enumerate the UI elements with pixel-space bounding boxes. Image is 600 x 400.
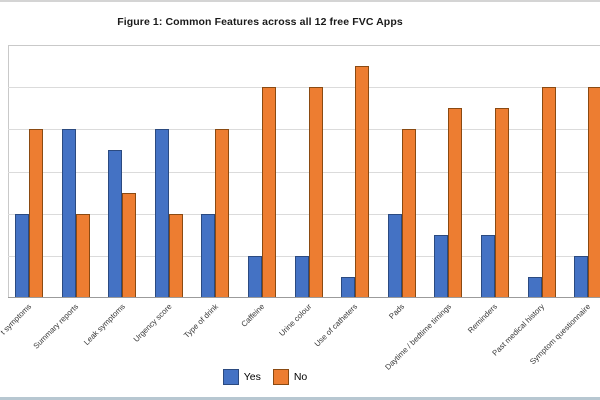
x-axis-label-text: Use of catheters — [313, 302, 360, 349]
x-axis-label-text: t symptoms — [0, 302, 34, 337]
bar-no-reminders — [495, 108, 509, 298]
x-axis-label-text: Pads — [387, 302, 407, 321]
bar-yes-use-of-catheters — [341, 276, 356, 298]
bar-yes-symptom-questionnaire — [574, 255, 589, 298]
gridline-10 — [8, 87, 600, 89]
legend-no-swatch — [272, 369, 289, 385]
bar-no-t-symptoms — [29, 129, 43, 298]
bar-no-daytime-bedtime-timings — [448, 108, 463, 298]
bar-yes-pads — [387, 213, 402, 298]
x-axis-line — [8, 297, 600, 298]
x-axis-label-text: Caffeine — [239, 302, 267, 329]
x-axis-label-text: Summary reports — [31, 302, 80, 351]
x-axis-label-text: Urgency score — [131, 302, 174, 344]
legend-yes-label: Yes — [243, 371, 261, 383]
gridline-4 — [8, 213, 600, 215]
bar-no-type-of-drink — [215, 129, 230, 298]
bar-no-past-medical-history — [541, 87, 556, 298]
legend-item-yes: Yes — [222, 369, 261, 385]
bar-no-urine-colour — [308, 87, 323, 298]
legend-item-no: No — [272, 369, 308, 385]
bar-no-use-of-catheters — [355, 66, 370, 298]
bar-yes-urgency-score — [154, 129, 169, 298]
top-edge-band — [0, 0, 600, 2]
bar-yes-urine-colour — [294, 255, 309, 298]
x-axis-label-text: Leak symptoms — [81, 302, 127, 347]
bar-no-summary-reports — [75, 213, 90, 298]
bar-yes-t-symptoms — [15, 213, 29, 298]
plot-area — [8, 45, 600, 298]
chart-title: Figure 1: Common Features across all 12 … — [117, 16, 403, 28]
x-axis-label-text: Reminders — [466, 302, 500, 336]
bar-no-caffeine — [262, 87, 276, 298]
bar-yes-summary-reports — [61, 129, 76, 298]
gridline-6 — [8, 171, 600, 173]
legend-yes-swatch — [222, 369, 239, 385]
legend-no-label: No — [293, 371, 308, 383]
bar-yes-caffeine — [248, 255, 262, 298]
bar-yes-past-medical-history — [527, 276, 542, 298]
bottom-edge-band — [0, 397, 600, 400]
x-axis-label-text: Urine colour — [276, 302, 313, 339]
x-axis-label-text: Type of drink — [181, 302, 220, 340]
plot-top-border — [8, 45, 600, 46]
gridline-8 — [8, 129, 600, 131]
legend: Yes No — [0, 369, 530, 385]
bar-no-urgency-score — [168, 213, 183, 298]
bar-no-symptom-questionnaire — [588, 87, 600, 298]
bar-no-leak-symptoms — [122, 192, 137, 298]
bar-yes-daytime-bedtime-timings — [434, 234, 449, 298]
bar-yes-reminders — [481, 234, 495, 298]
bar-yes-type-of-drink — [201, 213, 216, 298]
bar-no-pads — [401, 129, 416, 298]
bar-yes-leak-symptoms — [108, 150, 123, 298]
